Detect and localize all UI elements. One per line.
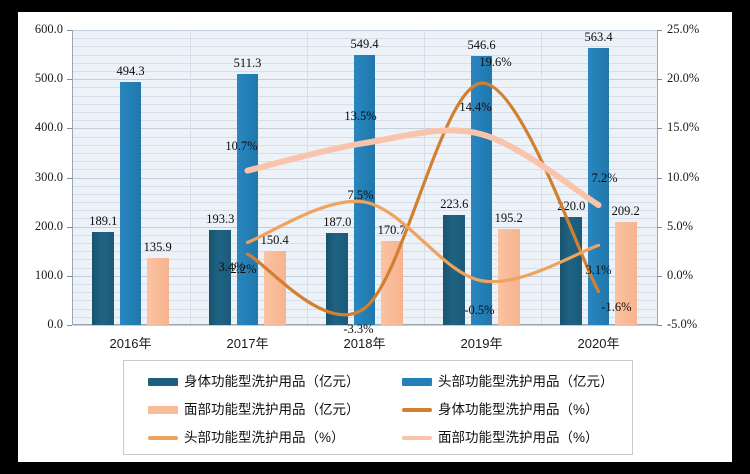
y-axis-right-tick [657, 275, 662, 277]
y-axis-right-tick [657, 325, 662, 326]
x-axis-tick-label: 2018年 [343, 336, 386, 351]
line-point-label: 13.5% [344, 109, 377, 124]
line-point-label: -1.6% [601, 299, 632, 314]
legend-item-label: 面部功能型洗护用品（亿元） [184, 401, 360, 417]
y-axis-right-tick [657, 177, 662, 179]
bar-value-label: 150.4 [260, 233, 289, 248]
gridline-major [73, 325, 657, 326]
y-axis-left-tick [67, 128, 72, 130]
category-separator [541, 30, 542, 324]
y-axis-right-tick-label: -5.0% [667, 317, 698, 331]
legend-item-label: 头部功能型洗护用品（%） [184, 429, 345, 445]
legend-item-label: 身体功能型洗护用品（%） [438, 401, 599, 417]
legend-item-label: 头部功能型洗护用品（亿元） [438, 373, 614, 389]
y-axis-left-tick-label: 300.0 [34, 169, 63, 184]
y-axis-left-tick-label: 500.0 [34, 71, 63, 86]
bar-value-label: 189.1 [89, 214, 118, 229]
y-axis-right-tick [657, 79, 662, 81]
legend-line-swatch [402, 435, 432, 440]
y-axis-left-tick [67, 177, 72, 179]
y-axis-right-tick-label: 5.0% [667, 218, 694, 233]
bar-value-label: 494.3 [116, 63, 145, 78]
bar [209, 229, 232, 325]
y-axis-left-tick-label: 400.0 [34, 120, 63, 135]
y-axis-right-tick-label: 10.0% [667, 169, 700, 184]
y-axis-left-tick-label: 200.0 [34, 218, 63, 233]
legend-item[interactable]: 头部功能型洗护用品（%） [124, 424, 378, 452]
line-point-label: 7.2% [591, 171, 618, 186]
legend-item[interactable]: 头部功能型洗护用品（亿元） [378, 368, 632, 396]
y-axis-left-tick [67, 325, 72, 326]
y-axis-right-tick [657, 226, 662, 228]
y-axis-left-tick [67, 30, 72, 31]
legend-line-swatch [402, 407, 432, 412]
line-point-label: 10.7% [225, 138, 258, 153]
category-separator [307, 30, 308, 324]
legend-item[interactable]: 身体功能型洗护用品（亿元） [124, 368, 378, 396]
bar-value-label: 170.7 [377, 223, 406, 238]
bar [380, 241, 403, 325]
y-axis-right-tick [657, 128, 662, 130]
line-point-label: 7.5% [347, 188, 374, 203]
legend-bar-swatch [402, 377, 432, 386]
line-point-label: 3.4% [218, 260, 245, 275]
bar-value-label: 546.6 [467, 38, 496, 53]
gridline-major [73, 30, 657, 31]
bar [326, 233, 349, 325]
bar-value-label: 195.2 [494, 211, 523, 226]
gridline-minor [73, 46, 657, 48]
legend-item-label: 面部功能型洗护用品（%） [438, 429, 599, 445]
y-axis-left-tick [67, 275, 72, 277]
y-axis-right-tick-label: 0.0% [667, 267, 694, 282]
category-separator [424, 30, 425, 324]
legend-item[interactable]: 身体功能型洗护用品（%） [378, 396, 632, 424]
line-point-label: 3.1% [585, 263, 612, 278]
chart-frame: 0.0 100.0 200.0 300.0 400.0 500.0 600.0 -5.0% 0… [18, 12, 732, 462]
y-axis-right-tick-label: 15.0% [667, 120, 700, 135]
y-axis-right-tick [657, 30, 662, 31]
y-axis-left-tick-label: 0.0 [47, 317, 63, 331]
legend-item-label: 身体功能型洗护用品（亿元） [184, 373, 360, 389]
line-point-label: 14.4% [459, 100, 492, 115]
y-axis-right-tick-label: 25.0% [667, 22, 700, 36]
x-axis-tick-label: 2019年 [460, 336, 503, 351]
line-point-label: 2.2% [230, 262, 257, 277]
legend-bar-swatch [148, 377, 178, 386]
y-axis-left-tick-label: 600.0 [34, 22, 63, 36]
line-point-label: -3.3% [343, 322, 374, 337]
x-axis-tick-label: 2020年 [577, 336, 620, 351]
y-axis-right-tick-label: 20.0% [667, 71, 700, 86]
bar-value-label: 563.4 [584, 29, 613, 44]
x-axis-tick-label: 2017年 [226, 336, 269, 351]
bar [470, 56, 493, 325]
legend-item[interactable]: 面部功能型洗护用品（%） [378, 424, 632, 452]
chart-legend: 身体功能型洗护用品（亿元） 头部功能型洗护用品（亿元） 面部功能型洗护用品（亿元） 身… [123, 360, 633, 455]
bar [587, 47, 610, 325]
y-axis-left-tick [67, 79, 72, 81]
bar [92, 232, 115, 325]
legend-line-swatch [148, 435, 178, 440]
bar-value-label: 549.4 [350, 36, 379, 51]
line-point-label: 19.6% [479, 55, 512, 70]
y-axis-left-tick-label: 100.0 [34, 267, 63, 282]
bar-value-label: 193.3 [206, 211, 235, 226]
line-point-label: -0.5% [464, 302, 495, 317]
legend-item[interactable]: 面部功能型洗护用品（亿元） [124, 396, 378, 424]
category-separator [190, 30, 191, 324]
bar [146, 258, 169, 325]
gridline-minor [73, 38, 657, 40]
bar-value-label: 209.2 [611, 204, 640, 219]
bar [236, 73, 259, 325]
y-axis-left-tick [67, 226, 72, 228]
legend-bar-swatch [148, 405, 178, 414]
x-axis-tick-label: 2016年 [109, 336, 152, 351]
bar-value-label: 511.3 [233, 55, 262, 70]
bar [614, 222, 637, 325]
bar [119, 81, 142, 325]
bar-value-label: 135.9 [143, 240, 172, 255]
chart-canvas: 0.0 100.0 200.0 300.0 400.0 500.0 600.0 -5.0% 0… [18, 12, 732, 351]
